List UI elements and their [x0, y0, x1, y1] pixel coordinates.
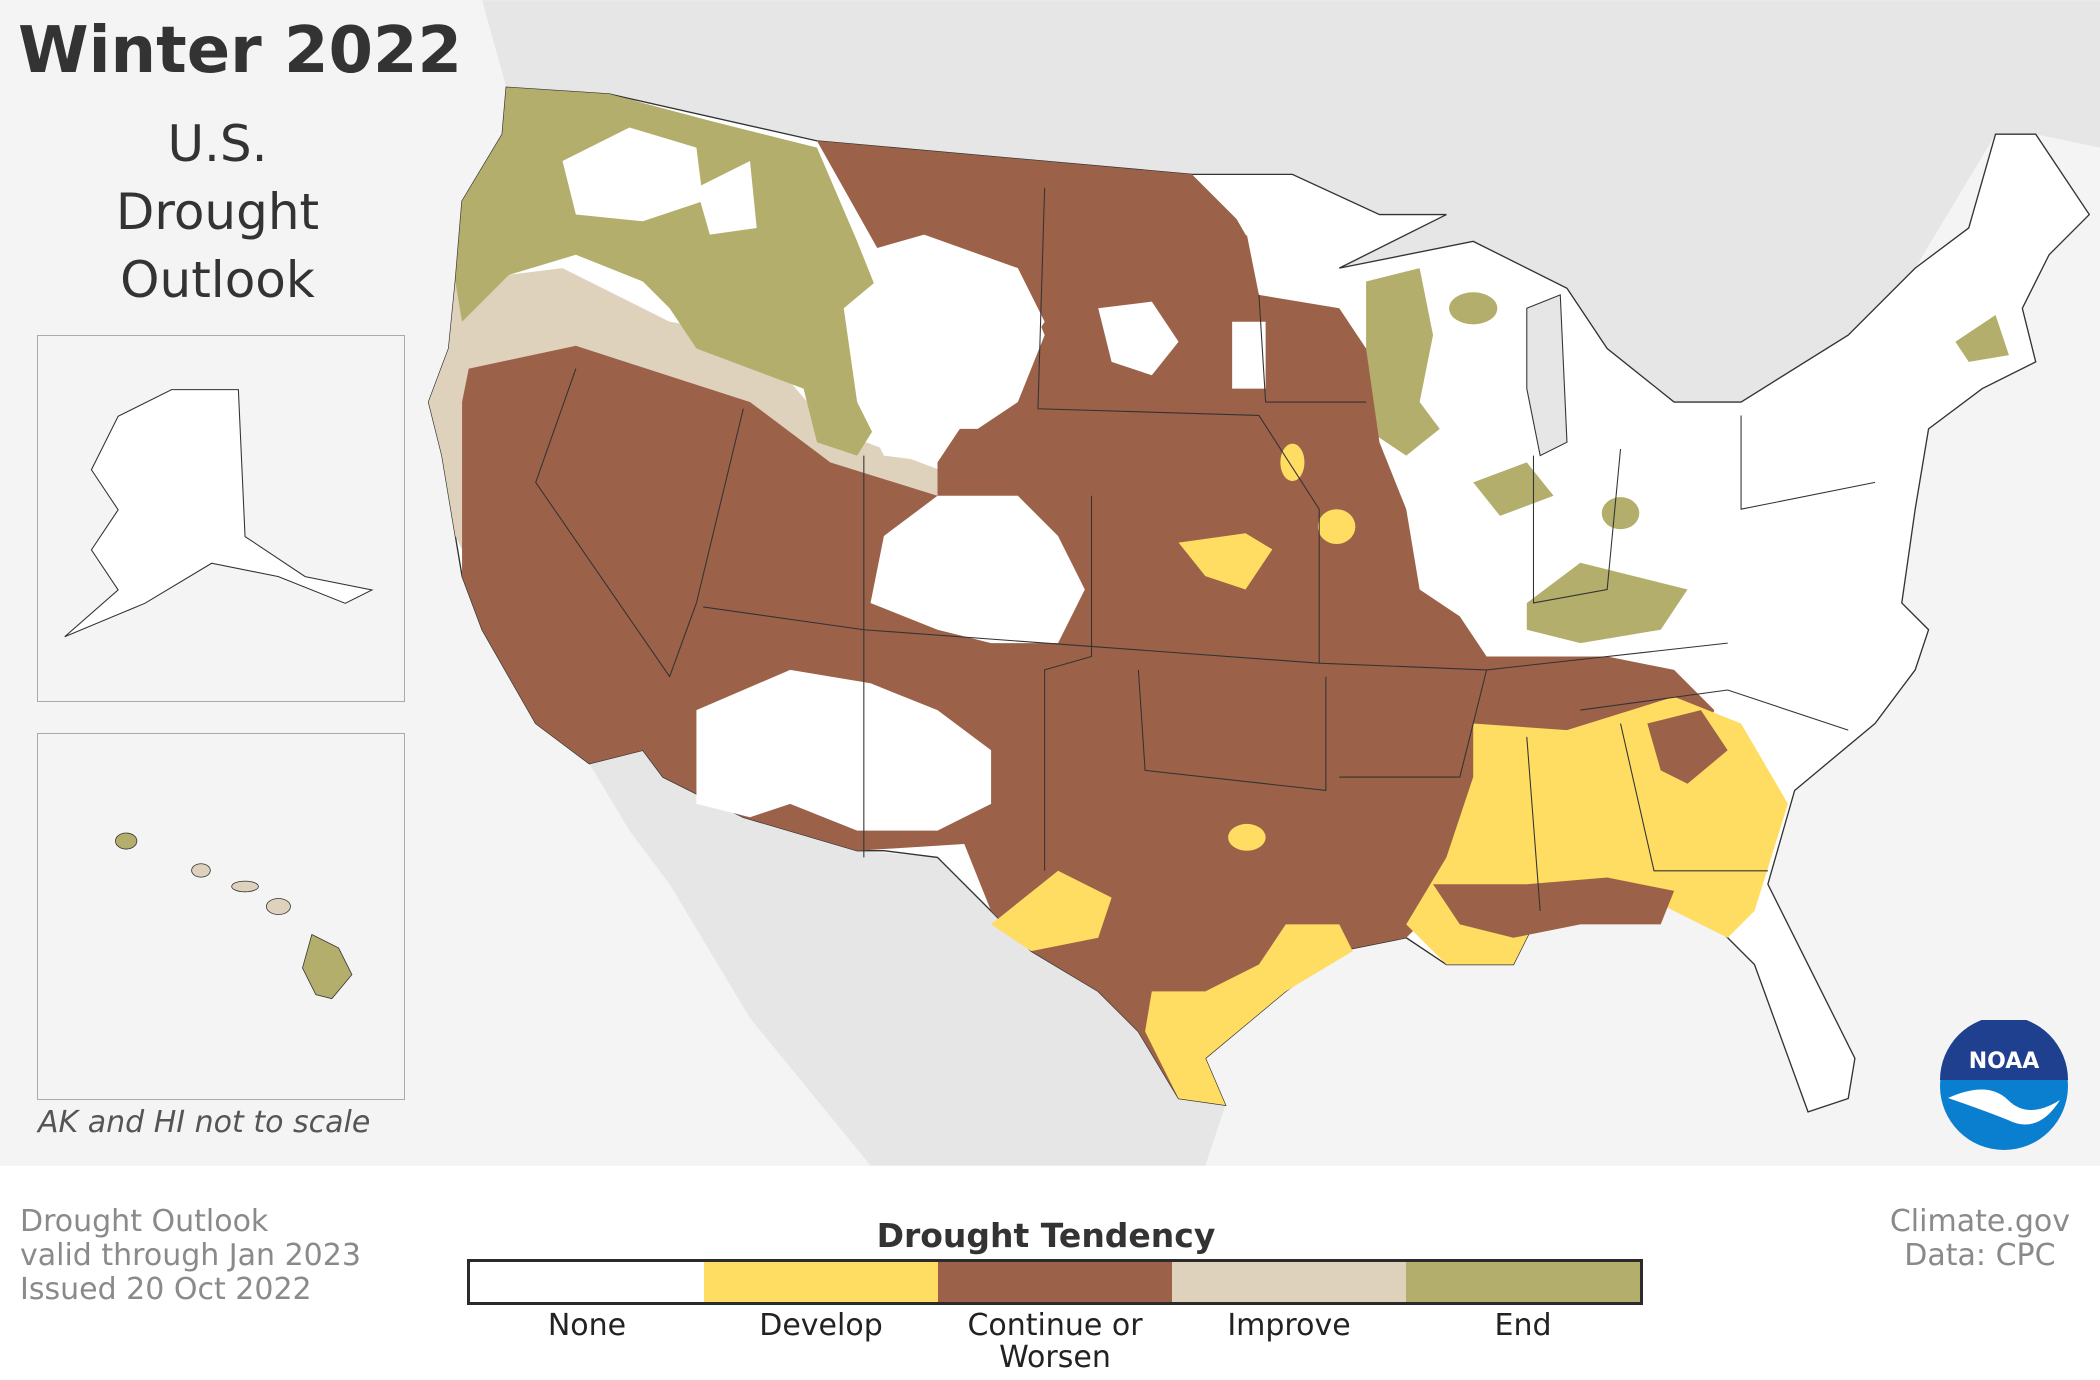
hawaii-map	[115, 832, 353, 1000]
legend-label-line: Continue or	[967, 1308, 1143, 1343]
alaska-inset	[37, 335, 405, 702]
region-improve	[428, 268, 938, 563]
region-end	[1601, 497, 1640, 530]
info-line: valid through Jan 2023	[20, 1238, 361, 1273]
legend-label-continue: Continue or Worsen	[938, 1310, 1172, 1374]
region-continue-or-worsen	[462, 140, 1715, 1099]
region-none	[562, 127, 704, 222]
map-title: Winter 2022	[18, 14, 463, 88]
region-end	[455, 87, 891, 456]
legend-swatch-improve	[1172, 1262, 1406, 1302]
region-end	[1449, 292, 1498, 325]
region-none	[1232, 321, 1266, 389]
region-continue-or-worsen	[1647, 710, 1728, 784]
subtitle-line: U.S.	[167, 115, 268, 173]
mexico-landmass	[589, 750, 1226, 1166]
subtitle-line: Outlook	[120, 251, 315, 309]
inset-note: AK and HI not to scale	[38, 1105, 371, 1140]
region-none	[843, 241, 1045, 463]
legend-label-none: None	[547, 1308, 627, 1343]
legend-label-improve: Improve	[1227, 1308, 1351, 1343]
legend-swatch-develop	[704, 1262, 938, 1302]
canada-landmass	[482, 0, 2100, 403]
info-line: Issued 20 Oct 2022	[20, 1272, 312, 1307]
region-none	[870, 495, 1085, 644]
region-end	[1526, 562, 1688, 644]
map-subtitle: U.S. Drought Outlook	[100, 110, 335, 314]
legend-label-end: End	[1494, 1308, 1552, 1343]
legend-title: Drought Tendency	[876, 1216, 1216, 1255]
credit-line: Data: CPC	[1904, 1238, 2056, 1273]
legend-swatch-continue	[938, 1262, 1172, 1302]
legend-bar	[467, 1259, 1643, 1305]
region-end	[1366, 268, 1440, 456]
legend-label-line: Worsen	[999, 1340, 1111, 1375]
region-develop	[1228, 823, 1266, 851]
region-develop	[1178, 533, 1273, 590]
region-end	[1955, 315, 2009, 362]
noaa-logo-text: NOAA	[1969, 1049, 2040, 1074]
noaa-logo: NOAA	[1940, 1020, 2068, 1150]
region-develop	[1317, 509, 1356, 545]
legend-label-develop: Develop	[759, 1308, 883, 1343]
state-borders	[535, 187, 1876, 912]
region-none	[696, 160, 757, 235]
legend-swatch-end	[1406, 1262, 1640, 1302]
region-continue-or-worsen	[1433, 877, 1675, 938]
outlook-info: Drought Outlook valid through Jan 2023 I…	[20, 1205, 361, 1307]
region-none	[1218, 187, 1313, 269]
alaska-map	[64, 389, 374, 638]
legend-swatch-none	[470, 1262, 704, 1302]
great-lakes	[1526, 294, 1568, 457]
credits: Climate.gov Data: CPC	[1890, 1205, 2070, 1273]
hawaii-inset	[37, 733, 405, 1100]
region-develop	[1280, 443, 1305, 482]
region-develop	[991, 870, 1112, 952]
region-none	[696, 669, 992, 831]
subtitle-line: Drought	[115, 183, 320, 241]
region-none	[1098, 301, 1179, 376]
region-develop	[1145, 924, 1353, 1106]
credit-line: Climate.gov	[1889, 1204, 2070, 1239]
info-line: Drought Outlook	[20, 1204, 269, 1239]
